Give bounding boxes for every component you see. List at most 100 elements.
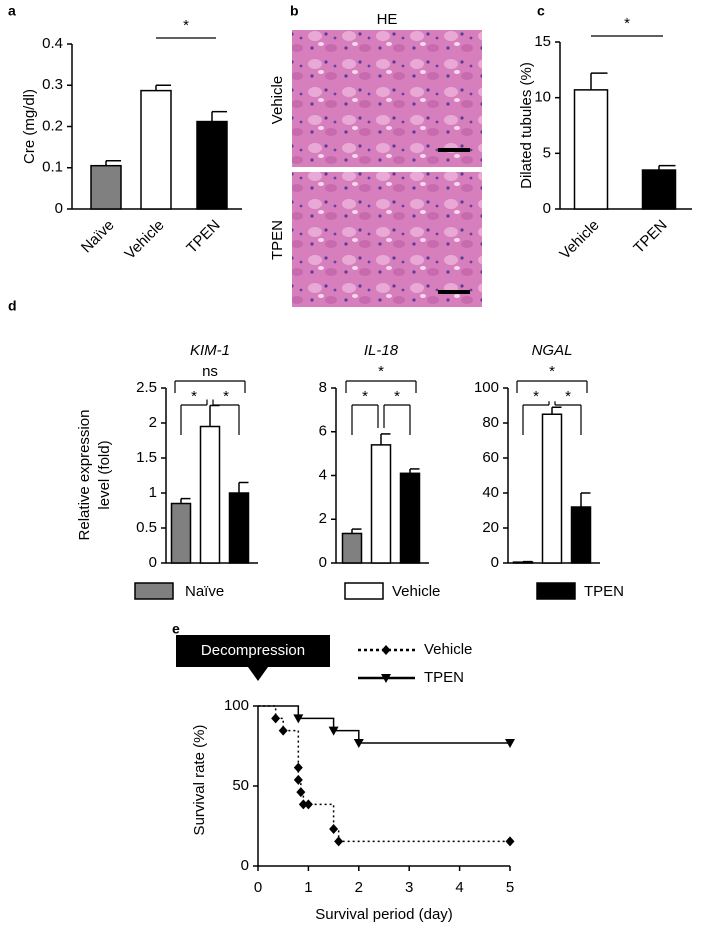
y-tick-label: 2 <box>319 510 327 527</box>
y-axis-label: Dilated tubules (%) <box>518 62 535 189</box>
bar <box>399 472 421 564</box>
bar <box>196 120 228 210</box>
row-label: TPEN <box>269 220 286 260</box>
significance: * <box>394 388 400 405</box>
significance: * <box>362 388 368 405</box>
y-tick-label: 0 <box>319 554 327 571</box>
marker <box>296 787 306 798</box>
legend-label: TPEN <box>584 583 624 600</box>
bar <box>140 89 172 210</box>
significance: * <box>549 363 555 380</box>
y-tick-label: 1.5 <box>136 449 157 466</box>
y-tick-label: 0 <box>149 554 157 571</box>
x-tick-label: Vehicle <box>121 217 167 263</box>
bar <box>199 425 221 564</box>
y-tick-label: 5 <box>543 144 551 161</box>
x-axis-label: Survival period (day) <box>315 906 453 923</box>
x-tick-label: 1 <box>304 879 312 896</box>
bar <box>641 169 677 210</box>
y-tick-label: 0.3 <box>42 76 63 93</box>
y-axis-label: Cre (mg/dl) <box>21 89 38 164</box>
histology-image <box>292 30 482 167</box>
marker <box>271 713 281 724</box>
marker <box>334 836 344 847</box>
y-tick-label: 20 <box>482 519 499 536</box>
marker <box>293 714 304 724</box>
chart-title: KIM-1 <box>190 342 230 359</box>
bar <box>228 492 250 564</box>
legend-marker <box>381 645 391 655</box>
panel-letter: a <box>8 3 16 19</box>
marker <box>505 738 515 748</box>
y-tick-label: 8 <box>319 379 327 396</box>
x-tick-label: TPEN <box>630 217 670 257</box>
panel-letter: b <box>290 3 299 19</box>
marker <box>303 799 313 810</box>
y-tick-label: 6 <box>319 423 327 440</box>
x-tick-label: 2 <box>355 879 363 896</box>
significance: * <box>624 15 630 32</box>
panel-letter: c <box>537 3 545 19</box>
bar <box>341 532 363 564</box>
significance: * <box>378 363 384 380</box>
legend-marker <box>381 674 391 683</box>
histology-image <box>292 172 482 307</box>
image-title: HE <box>377 11 398 28</box>
x-tick-label: Naïve <box>78 217 118 257</box>
significance: * <box>533 388 539 405</box>
marker <box>293 774 303 785</box>
legend-label: Vehicle <box>392 583 440 600</box>
bar <box>90 164 122 210</box>
bar <box>170 502 192 564</box>
bar <box>512 561 534 564</box>
y-tick-label: 2.5 <box>136 379 157 396</box>
y-axis-label: Relative expression <box>76 410 93 541</box>
bar <box>573 89 609 210</box>
y-tick-label: 0.2 <box>42 117 63 134</box>
marker <box>328 726 339 736</box>
marker <box>353 738 364 748</box>
y-tick-label: 10 <box>534 89 551 106</box>
y-tick-label: 0 <box>241 857 249 874</box>
y-tick-label: 0 <box>491 554 499 571</box>
y-tick-label: 0.5 <box>136 519 157 536</box>
y-tick-label: 1 <box>149 484 157 501</box>
row-label: Vehicle <box>269 76 286 124</box>
legend-swatch <box>134 582 174 600</box>
survival-line <box>258 705 510 843</box>
marker <box>278 725 288 736</box>
marker <box>329 824 339 835</box>
marker <box>298 799 308 810</box>
significance: * <box>183 17 189 34</box>
y-axis-label: level (fold) <box>96 440 113 509</box>
x-tick-label: 5 <box>506 879 514 896</box>
significance: ns <box>202 363 218 380</box>
y-tick-label: 100 <box>224 697 249 714</box>
legend-swatch <box>536 582 576 600</box>
x-tick-label: 4 <box>455 879 463 896</box>
y-tick-label: 80 <box>482 414 499 431</box>
y-tick-label: 2 <box>149 414 157 431</box>
y-tick-label: 0 <box>543 200 551 217</box>
bar <box>541 413 563 564</box>
y-tick-label: 0 <box>55 200 63 217</box>
marker <box>505 836 515 847</box>
chart-title: IL-18 <box>364 342 399 359</box>
annotation-arrow <box>248 667 268 681</box>
y-tick-label: 60 <box>482 449 499 466</box>
bar <box>370 444 392 564</box>
x-tick-label: Vehicle <box>556 217 602 263</box>
y-tick-label: 4 <box>319 466 327 483</box>
significance: * <box>565 388 571 405</box>
y-tick-label: 40 <box>482 484 499 501</box>
y-tick-label: 0.4 <box>42 35 63 52</box>
y-axis-label: Survival rate (%) <box>191 725 208 836</box>
y-tick-label: 100 <box>474 379 499 396</box>
annotation: Decompression <box>201 642 305 659</box>
significance: * <box>223 388 229 405</box>
y-tick-label: 50 <box>232 777 249 794</box>
legend-label: Vehicle <box>424 641 472 658</box>
survival-line <box>258 705 510 744</box>
